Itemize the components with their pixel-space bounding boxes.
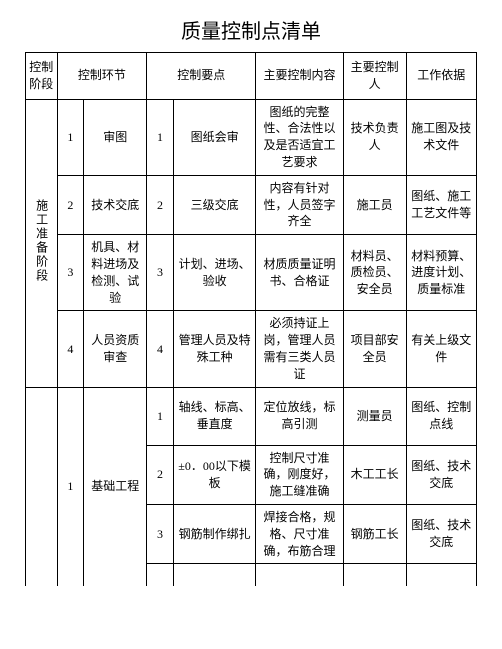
cell-link: 技术交底	[84, 175, 147, 234]
cell-n2: 1	[147, 99, 174, 175]
cell-empty	[256, 564, 343, 586]
cell-n1: 1	[57, 387, 84, 586]
cell-person: 钢筋工长	[343, 504, 406, 563]
cell-link: 人员资质审查	[84, 311, 147, 387]
cell-person: 技术负责人	[343, 99, 406, 175]
cell-point: ±0．00以下模板	[173, 445, 255, 504]
cell-n2: 4	[147, 311, 174, 387]
cell-empty	[173, 564, 255, 586]
cell-person: 施工员	[343, 175, 406, 234]
cell-n2: 3	[147, 504, 174, 563]
cell-basis: 有关上级文件	[406, 311, 476, 387]
cell-content: 必须持证上岗，管理人员需有三类人员证	[256, 311, 343, 387]
cell-empty	[147, 564, 174, 586]
table-header-row: 控制阶段 控制环节 控制要点 主要控制内容 主要控制人 工作依据	[26, 53, 477, 100]
header-link: 控制环节	[57, 53, 147, 100]
cell-content: 定位放线，标高引测	[256, 387, 343, 445]
cell-content: 材质质量证明书、合格证	[256, 235, 343, 311]
cell-n2: 2	[147, 175, 174, 234]
table-row: 3 机具、材料进场及检测、试验 3 计划、进场、验收 材质质量证明书、合格证 材…	[26, 235, 477, 311]
cell-person: 项目部安全员	[343, 311, 406, 387]
cell-basis: 图纸、技术交底	[406, 445, 476, 504]
cell-content: 焊接合格，规格、尺寸准确，布筋合理	[256, 504, 343, 563]
cell-point: 轴线、标高、垂直度	[173, 387, 255, 445]
cell-n1: 4	[57, 311, 84, 387]
cell-basis: 图纸、控制点线	[406, 387, 476, 445]
cell-n1: 3	[57, 235, 84, 311]
cell-empty	[343, 564, 406, 586]
cell-point: 管理人员及特殊工种	[173, 311, 255, 387]
cell-point: 计划、进场、验收	[173, 235, 255, 311]
cell-link: 基础工程	[84, 387, 147, 586]
header-stage: 控制阶段	[26, 53, 58, 100]
cell-n2: 2	[147, 445, 174, 504]
cell-person: 测量员	[343, 387, 406, 445]
cell-n1: 2	[57, 175, 84, 234]
cell-point: 钢筋制作绑扎	[173, 504, 255, 563]
cell-basis: 图纸、技术交底	[406, 504, 476, 563]
cell-n1: 1	[57, 99, 84, 175]
table-row: 2 技术交底 2 三级交底 内容有针对性，人员签字齐全 施工员 图纸、施工工艺文…	[26, 175, 477, 234]
cell-n2: 1	[147, 387, 174, 445]
table-row: 4 人员资质审查 4 管理人员及特殊工种 必须持证上岗，管理人员需有三类人员证 …	[26, 311, 477, 387]
cell-content: 控制尺寸准确，刚度好，施工缝准确	[256, 445, 343, 504]
cell-content: 内容有针对性，人员签字齐全	[256, 175, 343, 234]
cell-link: 审图	[84, 99, 147, 175]
cell-point: 图纸会审	[173, 99, 255, 175]
cell-link: 机具、材料进场及检测、试验	[84, 235, 147, 311]
header-content: 主要控制内容	[256, 53, 343, 100]
header-point: 控制要点	[147, 53, 256, 100]
cell-basis: 图纸、施工工艺文件等	[406, 175, 476, 234]
stage-cell: 施工准备阶段	[26, 99, 58, 387]
quality-control-table: 控制阶段 控制环节 控制要点 主要控制内容 主要控制人 工作依据 施工准备阶段 …	[25, 52, 477, 586]
cell-point: 三级交底	[173, 175, 255, 234]
cell-person: 木工工长	[343, 445, 406, 504]
cell-basis: 材料预算、进度计划、质量标准	[406, 235, 476, 311]
cell-content: 图纸的完整性、合法性以及是否适宜工艺要求	[256, 99, 343, 175]
header-basis: 工作依据	[406, 53, 476, 100]
cell-empty	[406, 564, 476, 586]
table-row: 施工准备阶段 1 审图 1 图纸会审 图纸的完整性、合法性以及是否适宜工艺要求 …	[26, 99, 477, 175]
cell-n2: 3	[147, 235, 174, 311]
cell-person: 材料员、质检员、安全员	[343, 235, 406, 311]
page-title: 质量控制点清单	[25, 15, 477, 44]
header-person: 主要控制人	[343, 53, 406, 100]
stage-cell-empty	[26, 387, 58, 586]
cell-basis: 施工图及技术文件	[406, 99, 476, 175]
table-row: 1 基础工程 1 轴线、标高、垂直度 定位放线，标高引测 测量员 图纸、控制点线	[26, 387, 477, 445]
